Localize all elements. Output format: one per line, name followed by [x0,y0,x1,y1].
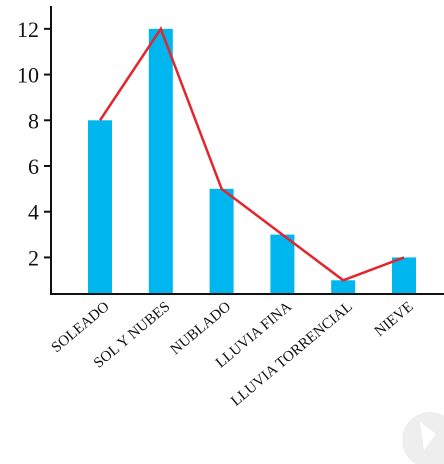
watermark-logo [402,412,444,464]
bars-group [88,28,416,295]
trend-line [98,26,405,282]
bar-lluvia-fina [270,234,295,294]
y-tick-label: 10 [17,63,39,88]
bar-soleado [88,120,112,295]
x-tick-label: NIEVE [372,299,417,340]
axes-group [50,6,444,295]
bar-lluvia-torrencial [331,280,356,294]
y-tick-label: 4 [28,200,39,225]
x-tick-label: SOLEADO [49,299,113,356]
y-tick-label: 8 [28,108,39,133]
bar-nublado [209,188,234,294]
y-tick-label: 12 [17,17,39,42]
x-tick-label: LLUVIA TORRENCIAL [228,299,356,410]
y-tick-label: 6 [28,154,39,179]
bar-nieve [392,257,416,294]
y-ticks-group: 2 4 6 8 10 12 [17,17,51,270]
bar-sol-y-nubes [148,28,173,294]
y-tick-label: 2 [28,245,39,270]
